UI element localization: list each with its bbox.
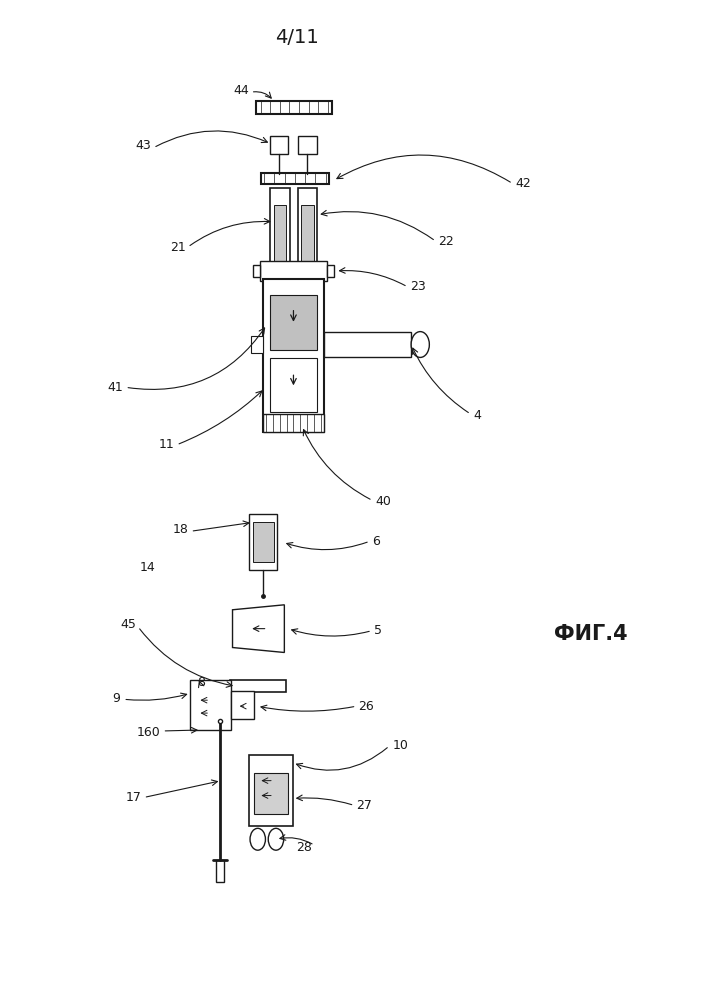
- FancyBboxPatch shape: [299, 136, 316, 154]
- Text: 22: 22: [438, 235, 454, 248]
- Text: 18: 18: [172, 522, 189, 535]
- FancyBboxPatch shape: [251, 336, 263, 354]
- FancyBboxPatch shape: [263, 414, 323, 432]
- FancyBboxPatch shape: [249, 514, 277, 570]
- FancyBboxPatch shape: [249, 755, 293, 826]
- Text: 28: 28: [297, 841, 312, 854]
- FancyBboxPatch shape: [270, 295, 317, 351]
- Polygon shape: [232, 604, 285, 652]
- FancyBboxPatch shape: [270, 359, 317, 412]
- FancyBboxPatch shape: [327, 265, 334, 277]
- Text: 11: 11: [159, 439, 174, 452]
- FancyBboxPatch shape: [216, 860, 224, 882]
- Circle shape: [250, 828, 265, 850]
- FancyBboxPatch shape: [230, 680, 287, 692]
- FancyBboxPatch shape: [323, 332, 411, 358]
- Text: ФИГ.4: ФИГ.4: [554, 623, 628, 643]
- FancyBboxPatch shape: [274, 206, 287, 265]
- Circle shape: [411, 332, 429, 358]
- FancyBboxPatch shape: [191, 680, 231, 730]
- Text: 41: 41: [107, 381, 124, 394]
- FancyBboxPatch shape: [298, 188, 317, 273]
- FancyBboxPatch shape: [261, 173, 329, 184]
- FancyBboxPatch shape: [260, 261, 327, 281]
- Text: 4/11: 4/11: [275, 28, 319, 47]
- FancyBboxPatch shape: [263, 279, 323, 432]
- Text: 160: 160: [137, 726, 160, 739]
- FancyBboxPatch shape: [253, 265, 260, 277]
- Text: 40: 40: [376, 495, 391, 507]
- FancyBboxPatch shape: [301, 206, 313, 265]
- FancyBboxPatch shape: [231, 691, 253, 719]
- Text: 45: 45: [120, 618, 136, 631]
- Text: 21: 21: [171, 241, 186, 254]
- Text: 14: 14: [140, 560, 155, 573]
- FancyBboxPatch shape: [256, 101, 332, 114]
- Text: 23: 23: [410, 281, 426, 294]
- FancyBboxPatch shape: [253, 522, 274, 562]
- Text: 6: 6: [373, 534, 381, 547]
- Text: 27: 27: [357, 799, 372, 812]
- FancyBboxPatch shape: [254, 772, 288, 814]
- Text: 5: 5: [374, 624, 382, 637]
- Text: 17: 17: [126, 791, 141, 804]
- Circle shape: [268, 828, 284, 850]
- Text: 42: 42: [515, 177, 531, 190]
- Text: 26: 26: [359, 699, 374, 712]
- Text: 44: 44: [234, 84, 249, 97]
- Text: 4: 4: [474, 409, 481, 422]
- FancyBboxPatch shape: [270, 188, 290, 273]
- Text: 8: 8: [198, 675, 205, 688]
- Text: 43: 43: [136, 139, 151, 152]
- FancyBboxPatch shape: [270, 136, 288, 154]
- Text: 10: 10: [393, 739, 408, 752]
- Text: 9: 9: [112, 691, 121, 704]
